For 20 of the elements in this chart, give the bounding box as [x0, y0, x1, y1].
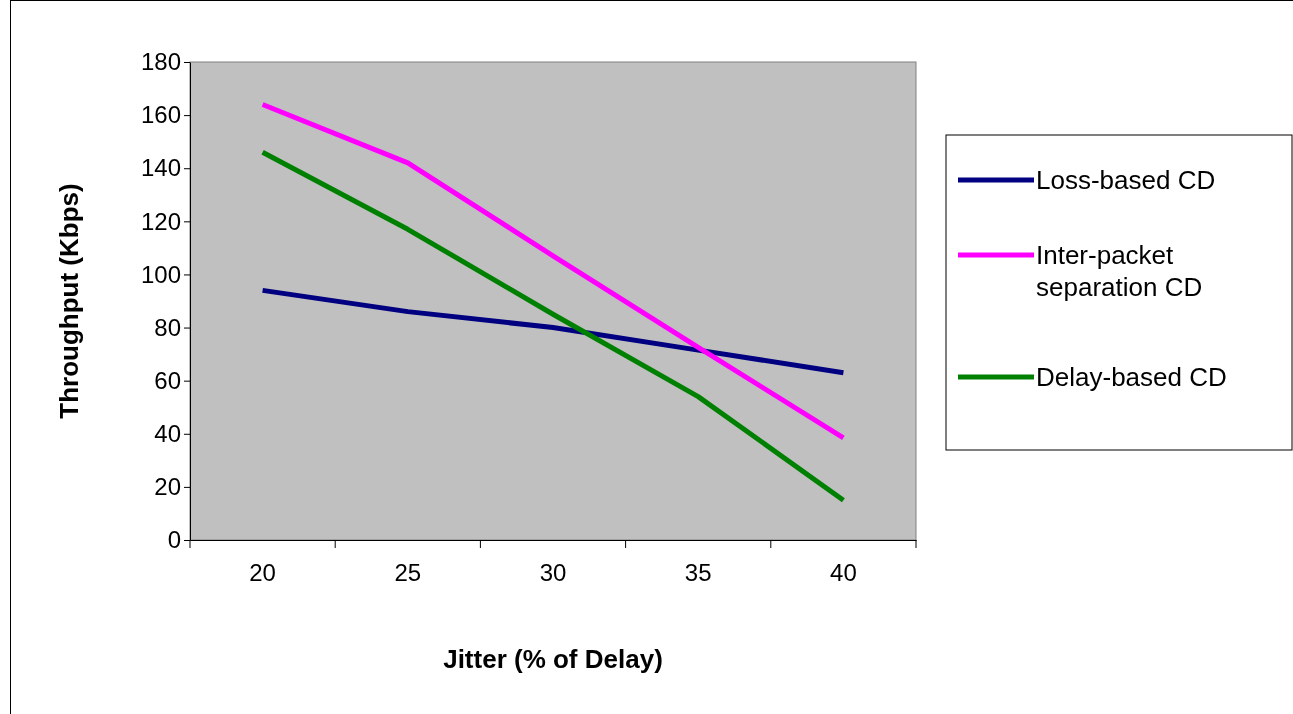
legend-label: Loss-based CD	[1036, 165, 1216, 195]
y-tick-label: 160	[140, 101, 181, 129]
x-tick-label: 25	[394, 559, 422, 587]
y-axis-title: Throughput (Kbps)	[54, 183, 84, 419]
y-tick-label: 0	[167, 526, 181, 554]
x-tick-label: 35	[684, 559, 712, 587]
y-tick-label: 120	[140, 207, 181, 235]
y-tick-label: 80	[154, 313, 181, 341]
y-tick-label: 40	[154, 419, 181, 447]
x-tick-label: 30	[539, 559, 567, 587]
y-tick-label: 140	[140, 154, 181, 182]
y-tick-label: 60	[154, 366, 181, 394]
y-tick-label: 20	[154, 473, 181, 501]
x-axis-title: Jitter (% of Delay)	[443, 644, 663, 674]
x-tick-label: 20	[249, 559, 276, 587]
x-tick-label: 40	[830, 559, 857, 587]
legend-label: Delay-based CD	[1036, 362, 1227, 392]
y-tick-label: 180	[140, 48, 181, 76]
legend-label: Inter-packet separation CD	[1036, 240, 1203, 302]
y-tick-label: 100	[140, 260, 181, 288]
